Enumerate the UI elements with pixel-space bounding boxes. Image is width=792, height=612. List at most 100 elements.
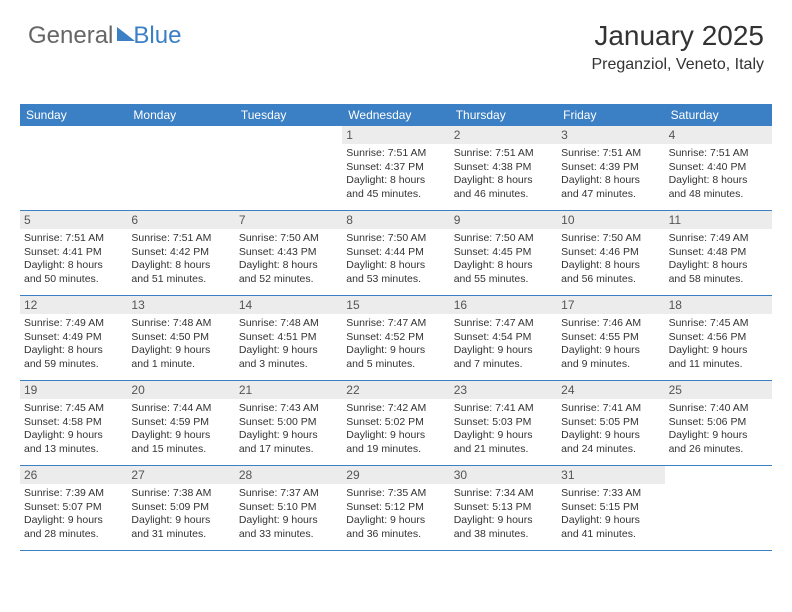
sunrise-text: Sunrise: 7:51 AM (24, 232, 123, 246)
day-cell: 2Sunrise: 7:51 AMSunset: 4:38 PMDaylight… (450, 126, 557, 210)
sunset-text: Sunset: 4:58 PM (24, 416, 123, 430)
daylight-text: Daylight: 9 hours (561, 344, 660, 358)
sunset-text: Sunset: 4:50 PM (131, 331, 230, 345)
sunset-text: Sunset: 4:40 PM (669, 161, 768, 175)
week-row: 12Sunrise: 7:49 AMSunset: 4:49 PMDayligh… (20, 296, 772, 381)
sunset-text: Sunset: 4:49 PM (24, 331, 123, 345)
sunrise-text: Sunrise: 7:49 AM (24, 317, 123, 331)
day-cell: 14Sunrise: 7:48 AMSunset: 4:51 PMDayligh… (235, 296, 342, 380)
daylight-text: Daylight: 8 hours (669, 174, 768, 188)
sunset-text: Sunset: 4:43 PM (239, 246, 338, 260)
empty-cell (127, 126, 234, 210)
sunrise-text: Sunrise: 7:49 AM (669, 232, 768, 246)
sunrise-text: Sunrise: 7:42 AM (346, 402, 445, 416)
day-number: 11 (665, 211, 772, 229)
daylight-text: and 53 minutes. (346, 273, 445, 287)
daylight-text: and 58 minutes. (669, 273, 768, 287)
day-cell: 31 Sunrise: 7:33 AMSunset: 5:15 PMDayligh… (557, 466, 664, 550)
sunset-text: Sunset: 5:12 PM (346, 501, 445, 515)
daylight-text: and 1 minute. (131, 358, 230, 372)
sunset-text: Sunset: 4:46 PM (561, 246, 660, 260)
daylight-text: Daylight: 8 hours (454, 259, 553, 273)
daylight-text: and 15 minutes. (131, 443, 230, 457)
day-cell: 1Sunrise: 7:51 AMSunset: 4:37 PMDaylight… (342, 126, 449, 210)
daylight-text: and 17 minutes. (239, 443, 338, 457)
daylight-text: Daylight: 9 hours (454, 514, 553, 528)
day-cell: 21Sunrise: 7:43 AMSunset: 5:00 PMDayligh… (235, 381, 342, 465)
daylight-text: and 28 minutes. (24, 528, 123, 542)
daylight-text: Daylight: 9 hours (346, 344, 445, 358)
day-cell: 12Sunrise: 7:49 AMSunset: 4:49 PMDayligh… (20, 296, 127, 380)
day-number: 7 (235, 211, 342, 229)
daylight-text: and 13 minutes. (24, 443, 123, 457)
daylight-text: and 21 minutes. (454, 443, 553, 457)
sunset-text: Sunset: 5:10 PM (239, 501, 338, 515)
weekday-tuesday: Tuesday (235, 104, 342, 126)
sunrise-text: Sunrise: 7:41 AM (561, 402, 660, 416)
daylight-text: Daylight: 8 hours (24, 259, 123, 273)
day-number: 23 (450, 381, 557, 399)
week-row: 19Sunrise: 7:45 AMSunset: 4:58 PMDayligh… (20, 381, 772, 466)
sunset-text: Sunset: 4:51 PM (239, 331, 338, 345)
daylight-text: Daylight: 9 hours (346, 514, 445, 528)
daylight-text: and 3 minutes. (239, 358, 338, 372)
daylight-text: and 5 minutes. (346, 358, 445, 372)
weekday-header-row: SundayMondayTuesdayWednesdayThursdayFrid… (20, 104, 772, 126)
sunset-text: Sunset: 5:09 PM (131, 501, 230, 515)
daylight-text: and 50 minutes. (24, 273, 123, 287)
sunrise-text: Sunrise: 7:51 AM (561, 147, 660, 161)
day-number: 8 (342, 211, 449, 229)
day-cell: 25Sunrise: 7:40 AMSunset: 5:06 PMDayligh… (665, 381, 772, 465)
day-cell: 24Sunrise: 7:41 AMSunset: 5:05 PMDayligh… (557, 381, 664, 465)
day-cell: 15Sunrise: 7:47 AMSunset: 4:52 PMDayligh… (342, 296, 449, 380)
day-number: 21 (235, 381, 342, 399)
sunset-text: Sunset: 4:59 PM (131, 416, 230, 430)
daylight-text: Daylight: 9 hours (669, 429, 768, 443)
sunrise-text: Sunrise: 7:48 AM (131, 317, 230, 331)
sunrise-text: Sunrise: 7:51 AM (131, 232, 230, 246)
weekday-friday: Friday (557, 104, 664, 126)
day-cell: 29Sunrise: 7:35 AMSunset: 5:12 PMDayligh… (342, 466, 449, 550)
day-number: 25 (665, 381, 772, 399)
sunrise-text: Sunrise: 7:34 AM (454, 487, 553, 501)
day-cell: 5Sunrise: 7:51 AMSunset: 4:41 PMDaylight… (20, 211, 127, 295)
sunset-text: Sunset: 5:07 PM (24, 501, 123, 515)
sunset-text: Sunset: 5:06 PM (669, 416, 768, 430)
daylight-text: and 41 minutes. (561, 528, 660, 542)
day-cell: 16Sunrise: 7:47 AMSunset: 4:54 PMDayligh… (450, 296, 557, 380)
sunrise-text: Sunrise: 7:50 AM (561, 232, 660, 246)
daylight-text: and 51 minutes. (131, 273, 230, 287)
day-cell: 27Sunrise: 7:38 AMSunset: 5:09 PMDayligh… (127, 466, 234, 550)
day-number: 6 (127, 211, 234, 229)
daylight-text: Daylight: 9 hours (131, 514, 230, 528)
day-cell: 19Sunrise: 7:45 AMSunset: 4:58 PMDayligh… (20, 381, 127, 465)
sunset-text: Sunset: 5:15 PM (561, 501, 660, 515)
day-cell: 20Sunrise: 7:44 AMSunset: 4:59 PMDayligh… (127, 381, 234, 465)
daylight-text: Daylight: 9 hours (561, 514, 660, 528)
daylight-text: Daylight: 8 hours (561, 174, 660, 188)
weekday-sunday: Sunday (20, 104, 127, 126)
weekday-wednesday: Wednesday (342, 104, 449, 126)
sunrise-text: Sunrise: 7:44 AM (131, 402, 230, 416)
sunset-text: Sunset: 4:39 PM (561, 161, 660, 175)
daylight-text: and 48 minutes. (669, 188, 768, 202)
month-title: January 2025 (591, 20, 764, 52)
day-cell: 22Sunrise: 7:42 AMSunset: 5:02 PMDayligh… (342, 381, 449, 465)
empty-cell (665, 466, 772, 550)
empty-cell (20, 126, 127, 210)
day-cell: 26Sunrise: 7:39 AMSunset: 5:07 PMDayligh… (20, 466, 127, 550)
daylight-text: and 31 minutes. (131, 528, 230, 542)
daylight-text: and 52 minutes. (239, 273, 338, 287)
sunrise-text: Sunrise: 7:47 AM (454, 317, 553, 331)
day-number: 9 (450, 211, 557, 229)
sunset-text: Sunset: 4:41 PM (24, 246, 123, 260)
location-subtitle: Preganziol, Veneto, Italy (591, 56, 764, 74)
daylight-text: Daylight: 9 hours (239, 514, 338, 528)
day-number: 31 (557, 466, 664, 484)
day-number: 19 (20, 381, 127, 399)
day-number: 10 (557, 211, 664, 229)
logo: General Blue (28, 22, 181, 50)
day-number: 20 (127, 381, 234, 399)
calendar: SundayMondayTuesdayWednesdayThursdayFrid… (20, 104, 772, 551)
sunrise-text: Sunrise: 7:33 AM (561, 487, 660, 501)
